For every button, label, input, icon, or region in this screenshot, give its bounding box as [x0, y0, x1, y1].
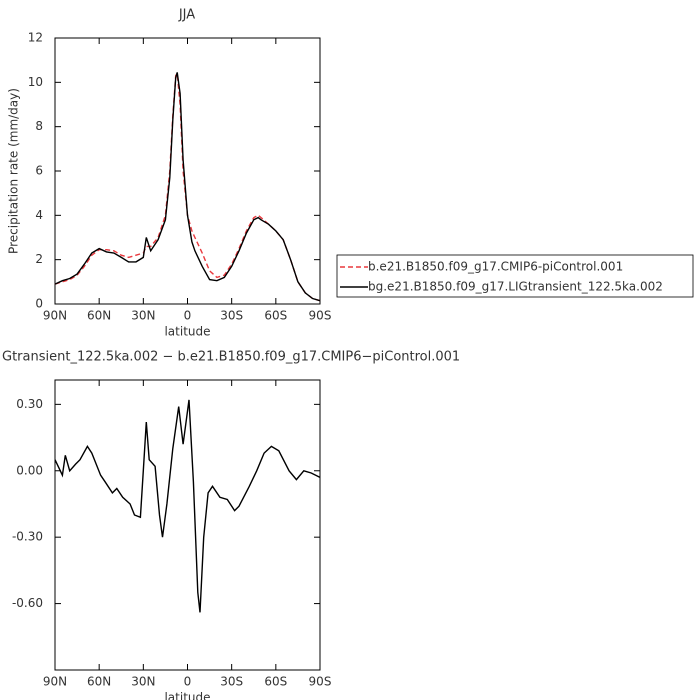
legend-label: bg.e21.B1850.f09_g17.LIGtransient_122.5k… — [368, 280, 663, 294]
plot-frame — [54, 37, 321, 305]
x-tick-label: 60N — [87, 309, 111, 323]
y-tick-label: 0 — [35, 297, 43, 311]
y-tick-label: 6 — [35, 164, 43, 178]
x-tick-label: 0 — [184, 309, 192, 323]
chart-title: Gtransient_122.5ka.002 − b.e21.B1850.f09… — [2, 350, 460, 365]
y-tick-label: 2 — [35, 252, 43, 266]
chart-title: JJA — [178, 8, 195, 23]
x-tick-label: 90S — [309, 675, 332, 689]
x-axis-label: latitude — [164, 325, 210, 339]
y-tick-label: 0.30 — [16, 397, 43, 411]
x-tick-label: 30S — [220, 309, 243, 323]
y-tick-label: -0.60 — [12, 596, 43, 610]
y-axis-label: Precipitation rate (mm/day) — [7, 88, 21, 254]
x-tick-label: 90S — [309, 309, 332, 323]
legend-box — [336, 254, 694, 298]
x-tick-label: 30S — [220, 675, 243, 689]
y-tick-label: 10 — [28, 75, 43, 89]
y-tick-label: 4 — [35, 208, 43, 222]
x-tick-label: 60S — [264, 309, 287, 323]
x-tick-label: 0 — [184, 675, 192, 689]
x-tick-label: 30N — [131, 309, 155, 323]
y-tick-label: 0.00 — [16, 463, 43, 477]
legend-label: b.e21.B1850.f09_g17.CMIP6-piControl.001 — [368, 260, 623, 274]
x-tick-label: 60S — [264, 675, 287, 689]
series-line — [54, 71, 321, 302]
series-line — [54, 399, 321, 613]
x-tick-label: 90N — [43, 309, 67, 323]
x-tick-label: 90N — [43, 675, 67, 689]
x-tick-label: 60N — [87, 675, 111, 689]
y-tick-label: -0.30 — [12, 530, 43, 544]
x-tick-label: 30N — [131, 675, 155, 689]
x-axis-label: latitude — [164, 691, 210, 700]
plot-frame — [54, 379, 321, 671]
series-line — [54, 72, 321, 302]
y-tick-label: 12 — [28, 31, 43, 45]
y-tick-label: 8 — [35, 119, 43, 133]
